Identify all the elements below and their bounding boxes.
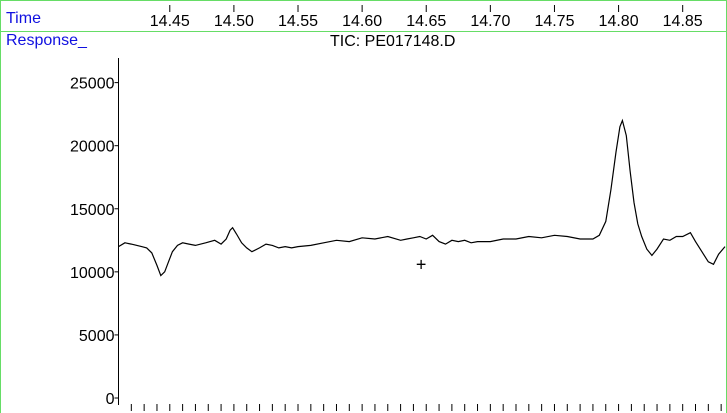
cursor-marker: + [416, 254, 427, 274]
x-tick-label: 14.80 [599, 13, 639, 30]
y-tick-label: 10000 [70, 265, 115, 282]
y-tick-label: 20000 [70, 139, 115, 156]
response-axis-label: Response_ [6, 32, 87, 49]
x-tick-label: 14.70 [470, 13, 510, 30]
y-tick-label: 5000 [79, 328, 115, 345]
x-tick-label: 14.75 [534, 13, 574, 30]
chart-title: TIC: PE017148.D [330, 33, 456, 50]
time-axis-label: Time [6, 10, 41, 27]
y-tick-label: 0 [106, 391, 115, 408]
y-tick-label: 15000 [70, 202, 115, 219]
x-tick-label: 14.50 [214, 13, 254, 30]
y-tick-label: 25000 [70, 76, 115, 93]
x-tick-label: 14.65 [406, 13, 446, 30]
x-tick-label: 14.60 [342, 13, 382, 30]
x-axis-ticks: 14.45 14.50 14.55 14.60 14.65 14.70 14.75 14.80… [150, 5, 703, 30]
x-axis-minor-ticks [130, 404, 722, 411]
x-tick-label: 14.45 [150, 13, 190, 30]
tic-trace-line [118, 118, 726, 277]
x-tick-label: 14.55 [278, 13, 318, 30]
y-axis-ticks: 0 5000 10000 15000 20000 25000 [70, 76, 119, 408]
x-tick-label: 14.85 [663, 13, 703, 30]
